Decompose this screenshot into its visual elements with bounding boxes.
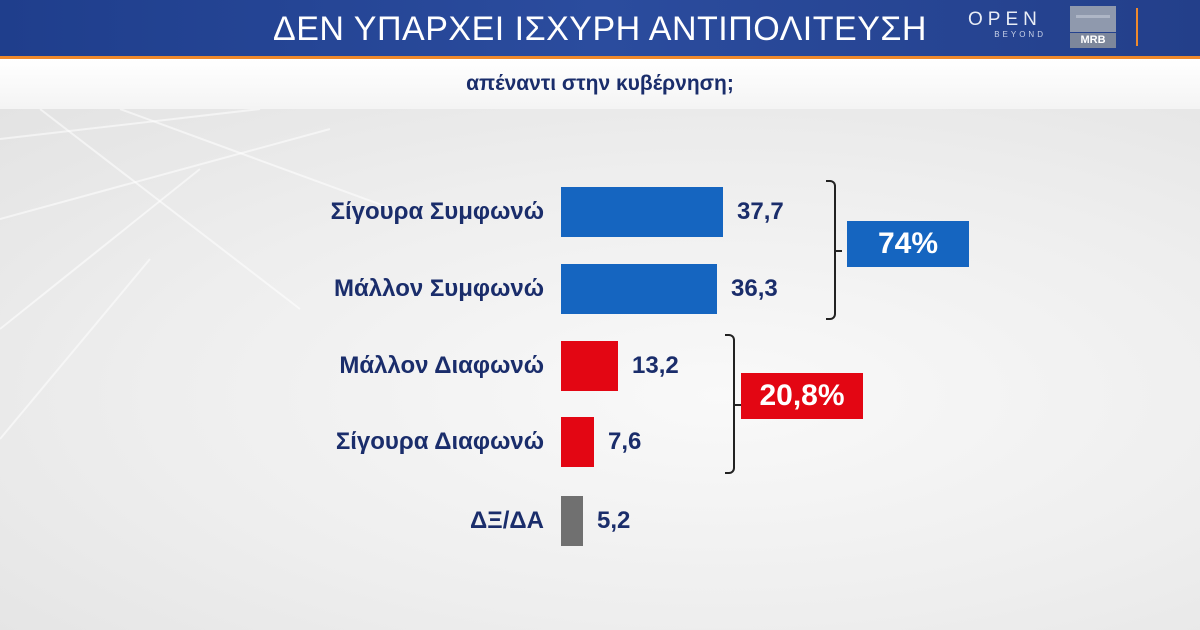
value-label-sigoura-symfono: 37,7	[737, 198, 784, 225]
bar-sigoura-symfono	[561, 187, 723, 237]
value-label-mallon-symfono: 36,3	[731, 275, 778, 302]
bar-mallon-symfono	[561, 264, 717, 314]
subtitle-band	[0, 59, 1200, 109]
mrb-logo-text: MRB	[1070, 33, 1116, 48]
group-bracket-disagree	[725, 334, 741, 474]
header-bar	[0, 0, 1200, 56]
group-total-badge-agree: 74%	[847, 221, 969, 267]
open-logo-subtext: BEYOND	[994, 30, 1046, 39]
background-decoration	[0, 109, 421, 440]
group-total-badge-disagree: 20,8%	[741, 373, 863, 419]
value-label-dk-na: 5,2	[597, 507, 631, 534]
page-title: ΔΕΝ ΥΠΑΡΧΕΙ ΙΣΧΥΡΗ ΑΝΤΙΠΟΛΙΤΕΥΣΗ	[273, 10, 927, 48]
header-separator	[1136, 8, 1138, 46]
accent-line	[0, 56, 1200, 59]
value-label-mallon-diafono: 13,2	[632, 352, 679, 379]
category-label-mallon-diafono: Μάλλον Διαφωνώ	[339, 352, 544, 379]
mrb-logo: MRB	[1070, 6, 1116, 48]
chart-subtitle: απέναντι στην κυβέρνηση;	[466, 72, 734, 95]
bar-dk-na	[561, 496, 583, 546]
category-label-mallon-symfono: Μάλλον Συμφωνώ	[334, 275, 544, 302]
bar-sigoura-diafono	[561, 417, 594, 467]
category-label-sigoura-diafono: Σίγουρα Διαφωνώ	[335, 428, 544, 455]
mrb-logo-mark	[1070, 6, 1116, 32]
value-label-sigoura-diafono: 7,6	[608, 428, 642, 455]
open-beyond-logo: OPEN BEYOND	[968, 10, 1052, 46]
category-label-sigoura-symfono: Σίγουρα Συμφωνώ	[330, 198, 544, 225]
category-label-dk-na: ΔΞ/ΔΑ	[470, 507, 544, 534]
bar-mallon-diafono	[561, 341, 618, 391]
group-bracket-agree	[826, 180, 842, 320]
open-logo-text: OPEN	[968, 9, 1042, 30]
